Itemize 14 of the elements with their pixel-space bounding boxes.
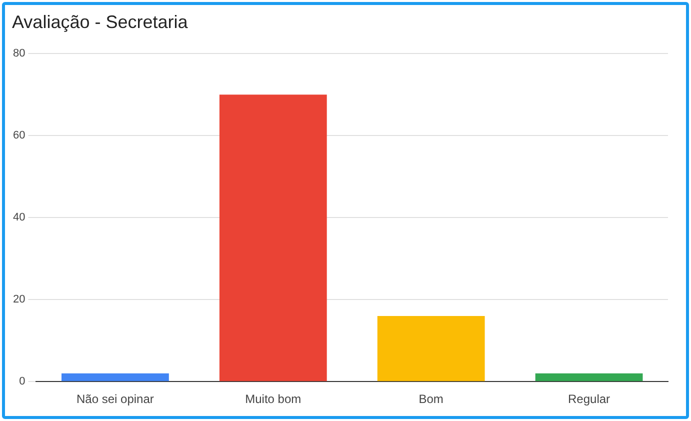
y-tick-label: 40 xyxy=(12,212,26,224)
bar xyxy=(535,373,643,382)
chart-title: Avaliação - Secretaria xyxy=(12,12,188,33)
y-tick-label: 60 xyxy=(12,130,26,142)
bar xyxy=(377,316,485,382)
x-tick-label: Não sei opinar xyxy=(76,392,154,406)
bar xyxy=(219,94,327,382)
x-tick-label: Bom xyxy=(418,392,444,406)
y-tick-label: 80 xyxy=(12,48,26,60)
y-tick-label: 0 xyxy=(19,376,26,388)
x-tick-label: Muito bom xyxy=(245,392,302,406)
y-tick-label: 20 xyxy=(12,294,26,306)
bar xyxy=(62,373,169,382)
x-tick-label: Regular xyxy=(568,392,610,406)
